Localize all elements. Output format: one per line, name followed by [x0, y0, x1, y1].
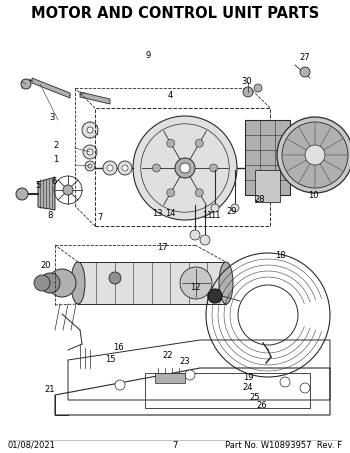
Text: 21: 21: [45, 386, 55, 395]
Circle shape: [243, 87, 253, 97]
Circle shape: [48, 269, 76, 297]
Circle shape: [167, 189, 175, 197]
Circle shape: [200, 235, 210, 245]
Bar: [255, 170, 280, 202]
Circle shape: [211, 204, 219, 212]
Text: 2: 2: [53, 140, 59, 149]
Text: 23: 23: [180, 357, 190, 366]
Text: 26: 26: [257, 401, 267, 410]
Text: 24: 24: [243, 384, 253, 392]
Text: 15: 15: [105, 356, 115, 365]
Text: 7: 7: [97, 213, 103, 222]
Text: 14: 14: [165, 208, 175, 217]
Circle shape: [115, 380, 125, 390]
Text: 01/08/2021: 01/08/2021: [8, 440, 56, 449]
Circle shape: [277, 117, 350, 193]
Circle shape: [208, 289, 222, 303]
Text: 10: 10: [308, 191, 318, 199]
Bar: [245, 120, 290, 195]
Text: 8: 8: [47, 211, 53, 220]
Circle shape: [109, 272, 121, 284]
Text: 19: 19: [243, 374, 253, 382]
Circle shape: [133, 116, 237, 220]
Text: 28: 28: [255, 196, 265, 204]
Bar: [95, 108, 270, 226]
Text: 11: 11: [210, 211, 220, 220]
Text: 20: 20: [41, 260, 51, 270]
Text: 27: 27: [300, 53, 310, 63]
Circle shape: [195, 139, 203, 147]
Circle shape: [85, 161, 95, 171]
Text: 22: 22: [163, 351, 173, 360]
Circle shape: [122, 165, 128, 171]
Text: 9: 9: [145, 50, 150, 59]
Text: 29: 29: [227, 207, 237, 217]
Circle shape: [16, 188, 28, 200]
Circle shape: [300, 383, 310, 393]
Text: 17: 17: [157, 244, 167, 252]
Circle shape: [40, 273, 60, 293]
Circle shape: [175, 158, 195, 178]
Circle shape: [180, 163, 190, 173]
Circle shape: [185, 370, 195, 380]
Ellipse shape: [219, 262, 233, 304]
Text: 16: 16: [113, 343, 123, 352]
Text: 1: 1: [53, 155, 59, 164]
Circle shape: [254, 84, 262, 92]
Circle shape: [180, 267, 212, 299]
Bar: [155, 373, 185, 383]
Circle shape: [107, 165, 113, 171]
Circle shape: [21, 79, 31, 89]
Circle shape: [63, 185, 73, 195]
Text: 3: 3: [49, 114, 55, 122]
Circle shape: [152, 164, 160, 172]
Text: 11: 11: [202, 211, 212, 220]
Text: 25: 25: [250, 392, 260, 401]
Text: Part No. W10893957  Rev. F: Part No. W10893957 Rev. F: [225, 440, 342, 449]
Text: 7: 7: [172, 440, 178, 449]
Text: 4: 4: [167, 91, 173, 100]
Ellipse shape: [71, 262, 85, 304]
Circle shape: [118, 161, 132, 175]
Text: 30: 30: [242, 77, 252, 87]
Circle shape: [103, 161, 117, 175]
Circle shape: [190, 230, 200, 240]
Circle shape: [83, 145, 97, 159]
Circle shape: [88, 164, 92, 168]
Circle shape: [282, 122, 348, 188]
Circle shape: [210, 164, 218, 172]
Circle shape: [195, 189, 203, 197]
Text: 6: 6: [51, 178, 57, 187]
Circle shape: [305, 145, 325, 165]
Text: MOTOR AND CONTROL UNIT PARTS: MOTOR AND CONTROL UNIT PARTS: [31, 6, 319, 21]
Polygon shape: [38, 177, 55, 210]
Circle shape: [300, 67, 310, 77]
Circle shape: [82, 122, 98, 138]
Circle shape: [167, 139, 175, 147]
Bar: [78, 262, 226, 304]
Circle shape: [34, 275, 50, 291]
Text: 5: 5: [35, 180, 41, 189]
Text: 13: 13: [152, 208, 162, 217]
Circle shape: [87, 149, 93, 155]
Polygon shape: [80, 92, 110, 104]
Text: 18: 18: [275, 251, 285, 260]
Text: 12: 12: [190, 284, 200, 293]
Polygon shape: [32, 78, 70, 98]
Circle shape: [280, 377, 290, 387]
Circle shape: [231, 204, 239, 212]
Circle shape: [87, 127, 93, 133]
